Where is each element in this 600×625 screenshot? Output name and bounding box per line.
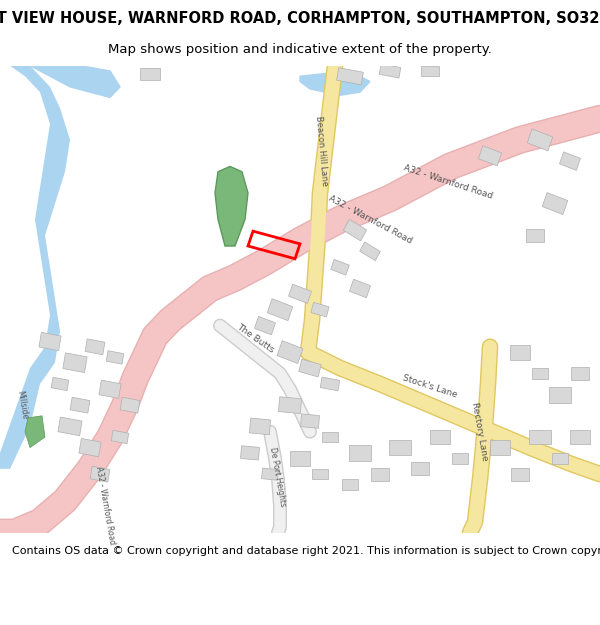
Bar bbox=[371, 468, 389, 481]
Bar bbox=[452, 453, 468, 464]
Bar bbox=[140, 68, 160, 81]
Polygon shape bbox=[300, 71, 370, 96]
Bar bbox=[311, 302, 329, 317]
Bar bbox=[549, 387, 571, 402]
Text: WEST VIEW HOUSE, WARNFORD ROAD, CORHAMPTON, SOUTHAMPTON, SO32 3ND: WEST VIEW HOUSE, WARNFORD ROAD, CORHAMPT… bbox=[0, 11, 600, 26]
Bar bbox=[250, 418, 271, 435]
Bar bbox=[421, 66, 439, 76]
Bar bbox=[527, 129, 553, 151]
Bar bbox=[85, 339, 105, 355]
Bar bbox=[552, 453, 568, 464]
Bar bbox=[254, 316, 275, 335]
Bar bbox=[111, 430, 129, 444]
Bar bbox=[511, 468, 529, 481]
Bar bbox=[342, 479, 358, 490]
Bar bbox=[343, 219, 367, 241]
Text: A32 - Warnford Road: A32 - Warnford Road bbox=[94, 466, 116, 546]
Bar bbox=[63, 353, 87, 372]
Bar bbox=[542, 192, 568, 214]
Bar bbox=[526, 229, 544, 242]
Bar bbox=[379, 64, 401, 78]
Bar bbox=[99, 380, 121, 398]
Polygon shape bbox=[0, 66, 70, 469]
Bar bbox=[529, 429, 551, 444]
Bar bbox=[79, 439, 101, 457]
Bar bbox=[39, 332, 61, 351]
Text: Map shows position and indicative extent of the property.: Map shows position and indicative extent… bbox=[108, 42, 492, 56]
Bar bbox=[267, 299, 293, 321]
Bar bbox=[262, 468, 278, 480]
Bar bbox=[510, 345, 530, 359]
Bar bbox=[277, 341, 303, 364]
Text: Contains OS data © Crown copyright and database right 2021. This information is : Contains OS data © Crown copyright and d… bbox=[12, 546, 600, 556]
Bar bbox=[51, 378, 69, 391]
Bar bbox=[430, 429, 450, 444]
Bar bbox=[389, 440, 411, 455]
Polygon shape bbox=[25, 416, 45, 447]
Text: Millside: Millside bbox=[15, 390, 29, 420]
Text: De Port Heights: De Port Heights bbox=[268, 447, 287, 508]
Bar bbox=[532, 368, 548, 379]
Bar bbox=[349, 445, 371, 461]
Bar bbox=[331, 259, 349, 275]
Bar bbox=[90, 466, 110, 482]
Bar bbox=[411, 462, 429, 475]
Bar bbox=[360, 242, 380, 261]
Bar bbox=[120, 398, 140, 413]
Bar bbox=[70, 398, 90, 413]
Bar bbox=[571, 367, 589, 380]
Text: Stock's Lane: Stock's Lane bbox=[401, 373, 458, 399]
Bar bbox=[301, 414, 319, 428]
Text: A32 - Warnford Road: A32 - Warnford Road bbox=[327, 194, 413, 246]
Polygon shape bbox=[30, 66, 120, 98]
Text: A32 - Warnford Road: A32 - Warnford Road bbox=[402, 164, 494, 201]
Bar bbox=[570, 429, 590, 444]
Bar bbox=[58, 417, 82, 436]
Bar bbox=[337, 68, 364, 85]
Bar bbox=[312, 469, 328, 479]
Text: The Butts: The Butts bbox=[235, 322, 275, 354]
Bar bbox=[559, 152, 581, 171]
Bar bbox=[106, 351, 124, 364]
Bar bbox=[278, 397, 302, 414]
Bar bbox=[241, 446, 259, 460]
Bar bbox=[322, 432, 338, 442]
Bar bbox=[320, 377, 340, 391]
Bar bbox=[290, 451, 310, 466]
Bar bbox=[289, 284, 311, 303]
Polygon shape bbox=[215, 166, 248, 246]
Bar bbox=[478, 146, 502, 166]
Text: Beacon Hill Lane: Beacon Hill Lane bbox=[314, 115, 329, 186]
Bar bbox=[349, 279, 371, 298]
Text: Rectory Lane: Rectory Lane bbox=[470, 402, 490, 462]
Bar bbox=[490, 440, 510, 455]
Bar bbox=[299, 359, 321, 377]
